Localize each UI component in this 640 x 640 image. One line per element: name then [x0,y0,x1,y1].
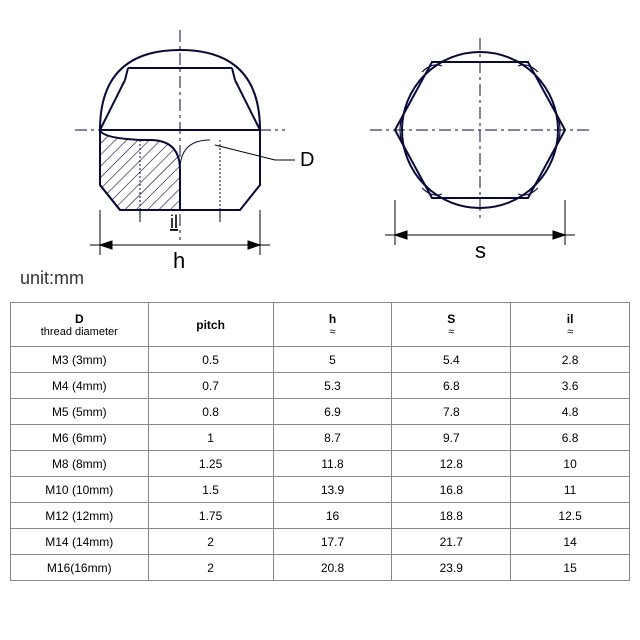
table-cell: 14 [511,529,630,555]
unit-label: unit:mm [20,268,84,289]
table-cell: 13.9 [273,477,392,503]
dome-nut-side-view: D il h [30,10,330,280]
table-cell: M5 (5mm) [11,399,149,425]
table-cell: 16 [273,503,392,529]
table-cell: 11.8 [273,451,392,477]
col-header-pitch: pitch [148,303,273,347]
table-cell: M16(16mm) [11,555,149,581]
table-cell: 12.8 [392,451,511,477]
table-row: M3 (3mm)0.555.42.8 [11,347,630,373]
table-cell: 5.3 [273,373,392,399]
table-cell: 0.8 [148,399,273,425]
table-row: M8 (8mm)1.2511.812.810 [11,451,630,477]
col-header-il: il ≈ [511,303,630,347]
table-cell: 2 [148,555,273,581]
table-cell: 2.8 [511,347,630,373]
table-cell: 1 [148,425,273,451]
table-cell: 0.5 [148,347,273,373]
spec-table-container: D thread diameter pitch h ≈ S ≈ il ≈ [10,302,630,581]
table-row: M14 (14mm)217.721.714 [11,529,630,555]
table-row: M16(16mm)220.823.915 [11,555,630,581]
table-row: M5 (5mm)0.86.97.84.8 [11,399,630,425]
table-cell: 11 [511,477,630,503]
table-cell: M4 (4mm) [11,373,149,399]
col-header-h: h ≈ [273,303,392,347]
table-cell: 1.25 [148,451,273,477]
table-cell: 21.7 [392,529,511,555]
label-h: h [173,248,185,273]
table-cell: 7.8 [392,399,511,425]
table-cell: 23.9 [392,555,511,581]
table-cell: M8 (8mm) [11,451,149,477]
table-cell: 12.5 [511,503,630,529]
col-header-d: D thread diameter [11,303,149,347]
diagram-area: D il h [0,0,640,300]
table-cell: 18.8 [392,503,511,529]
table-cell: 2 [148,529,273,555]
table-row: M6 (6mm)18.79.76.8 [11,425,630,451]
table-cell: 1.5 [148,477,273,503]
table-cell: M14 (14mm) [11,529,149,555]
table-cell: 16.8 [392,477,511,503]
spec-table: D thread diameter pitch h ≈ S ≈ il ≈ [10,302,630,581]
table-cell: 8.7 [273,425,392,451]
hex-nut-top-view: s [340,10,620,280]
col-header-s: S ≈ [392,303,511,347]
table-row: M10 (10mm)1.513.916.811 [11,477,630,503]
table-cell: M6 (6mm) [11,425,149,451]
table-cell: 6.8 [511,425,630,451]
table-cell: 6.8 [392,373,511,399]
table-cell: 6.9 [273,399,392,425]
table-cell: 3.6 [511,373,630,399]
table-cell: 17.7 [273,529,392,555]
table-row: M4 (4mm)0.75.36.83.6 [11,373,630,399]
table-cell: 15 [511,555,630,581]
table-cell: 9.7 [392,425,511,451]
table-cell: 0.7 [148,373,273,399]
table-cell: 5.4 [392,347,511,373]
table-cell: M12 (12mm) [11,503,149,529]
table-cell: M3 (3mm) [11,347,149,373]
label-d: D [300,149,314,171]
table-cell: 4.8 [511,399,630,425]
label-s: s [475,238,486,263]
table-cell: 5 [273,347,392,373]
table-header-row: D thread diameter pitch h ≈ S ≈ il ≈ [11,303,630,347]
table-cell: 10 [511,451,630,477]
label-il: il [170,212,178,232]
table-row: M12 (12mm)1.751618.812.5 [11,503,630,529]
table-cell: 1.75 [148,503,273,529]
table-cell: M10 (10mm) [11,477,149,503]
table-cell: 20.8 [273,555,392,581]
